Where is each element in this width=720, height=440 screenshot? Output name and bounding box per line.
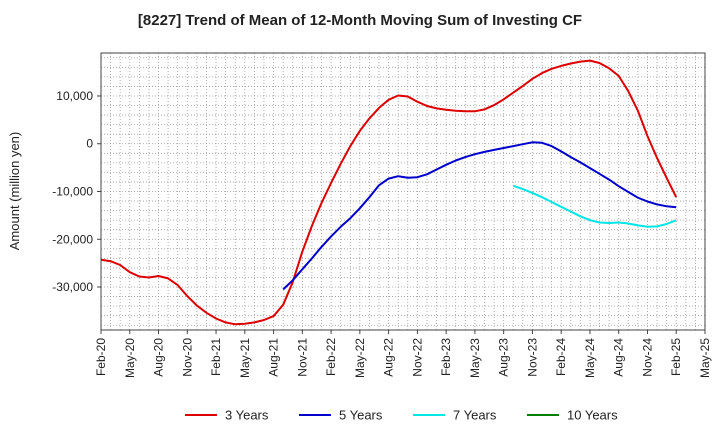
legend-label: 3 Years bbox=[225, 408, 269, 423]
x-tick-label: Aug-21 bbox=[267, 338, 281, 377]
y-tick-label: 10,000 bbox=[56, 89, 93, 103]
x-tick-label: Nov-21 bbox=[295, 338, 309, 377]
legend: 3 Years 5 Years 7 Years 10 Years bbox=[185, 408, 618, 423]
x-tick-label: Nov-22 bbox=[410, 338, 424, 377]
y-tick-label: -10,000 bbox=[52, 185, 93, 199]
legend-label: 7 Years bbox=[453, 408, 497, 423]
x-tick-label: Aug-23 bbox=[497, 338, 511, 377]
x-tick-label: Feb-23 bbox=[439, 338, 453, 376]
x-axis-ticks: Feb-20 May-20 Aug-20 Nov-20 Feb-21 May-21 Aug-… bbox=[94, 330, 712, 378]
x-tick-label: Feb-25 bbox=[669, 338, 683, 376]
series-line-7-years bbox=[512, 184, 677, 228]
x-tick-label: May-20 bbox=[123, 338, 137, 378]
x-tick-label: Aug-24 bbox=[612, 338, 626, 377]
x-tick-label: May-23 bbox=[468, 338, 482, 378]
y-tick-label: 0 bbox=[86, 137, 93, 151]
x-tick-label: May-22 bbox=[353, 338, 367, 378]
x-tick-label: Aug-20 bbox=[152, 338, 166, 377]
series-lines bbox=[100, 59, 678, 326]
plot-area bbox=[101, 53, 705, 330]
grid bbox=[100, 53, 706, 330]
legend-label: 10 Years bbox=[567, 408, 618, 423]
x-tick-label: Nov-24 bbox=[640, 338, 654, 377]
x-tick-label: Feb-20 bbox=[94, 338, 108, 376]
y-tick-label: -20,000 bbox=[52, 232, 93, 246]
x-tick-label: Feb-24 bbox=[554, 338, 568, 376]
y-tick-label: -30,000 bbox=[52, 280, 93, 294]
x-tick-label: Feb-21 bbox=[209, 338, 223, 376]
x-tick-label: May-24 bbox=[583, 338, 597, 378]
series-line-5-years bbox=[282, 141, 677, 291]
x-tick-label: Feb-22 bbox=[324, 338, 338, 376]
chart-title: [8227] Trend of Mean of 12-Month Moving … bbox=[137, 12, 583, 29]
series-line-3-years bbox=[100, 59, 678, 326]
x-tick-label: May-25 bbox=[698, 338, 712, 378]
y-axis-ticks: 10,000 0 -10,000 -20,000 -30,000 bbox=[52, 89, 101, 294]
x-tick-label: Nov-23 bbox=[525, 338, 539, 377]
legend-label: 5 Years bbox=[339, 408, 383, 423]
x-tick-label: May-21 bbox=[238, 338, 252, 378]
y-axis-title: Amount (million yen) bbox=[7, 132, 22, 251]
x-tick-label: Nov-20 bbox=[180, 338, 194, 377]
x-tick-label: Aug-22 bbox=[382, 338, 396, 377]
